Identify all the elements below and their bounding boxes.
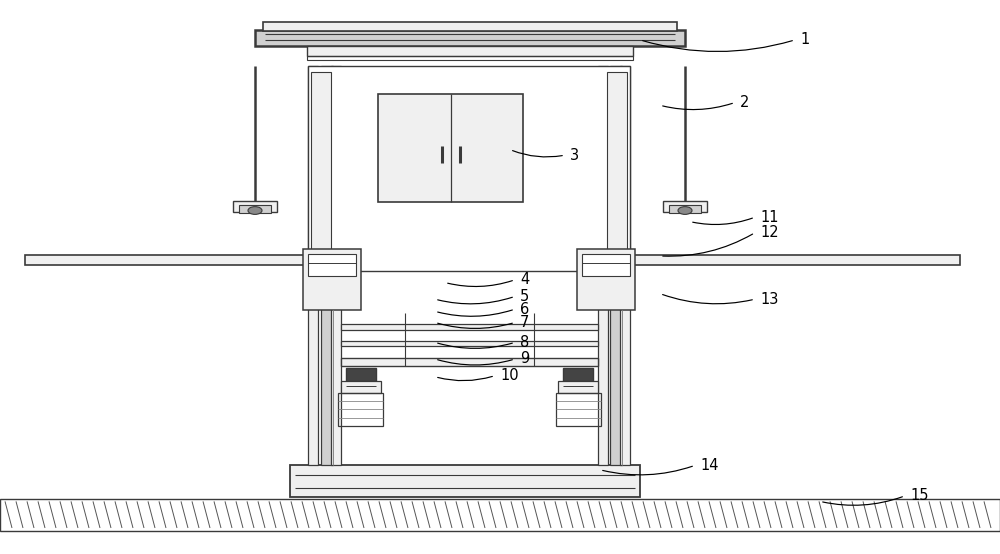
Bar bbox=[558, 381, 598, 393]
Bar bbox=[341, 381, 381, 393]
Text: 3: 3 bbox=[570, 147, 579, 163]
Bar bbox=[663, 201, 707, 212]
Bar bbox=[331, 66, 341, 465]
Text: 7: 7 bbox=[520, 315, 529, 330]
Bar bbox=[308, 66, 318, 465]
Bar bbox=[607, 72, 627, 269]
Circle shape bbox=[678, 207, 692, 214]
Bar bbox=[378, 94, 523, 202]
Text: 2: 2 bbox=[740, 95, 749, 110]
Text: 6: 6 bbox=[520, 301, 529, 317]
Bar bbox=[311, 72, 331, 269]
Bar bbox=[630, 255, 960, 265]
Bar bbox=[233, 201, 277, 212]
Bar bbox=[556, 393, 601, 426]
Bar bbox=[577, 249, 635, 310]
Bar bbox=[341, 358, 598, 366]
Text: 5: 5 bbox=[520, 289, 529, 304]
Text: 1: 1 bbox=[800, 32, 809, 48]
Bar bbox=[598, 66, 608, 465]
Bar bbox=[290, 465, 640, 497]
Bar bbox=[582, 254, 630, 276]
Bar bbox=[255, 30, 685, 46]
Text: 8: 8 bbox=[520, 335, 529, 350]
Bar bbox=[308, 66, 630, 271]
Text: 11: 11 bbox=[760, 209, 778, 225]
Text: 10: 10 bbox=[500, 368, 519, 383]
Bar bbox=[263, 22, 677, 31]
Text: 4: 4 bbox=[520, 272, 529, 288]
Text: 14: 14 bbox=[700, 458, 718, 473]
Bar bbox=[239, 205, 271, 213]
Bar bbox=[341, 324, 598, 330]
Bar bbox=[338, 393, 383, 426]
Text: 12: 12 bbox=[760, 225, 779, 240]
Bar bbox=[341, 341, 598, 346]
Bar bbox=[610, 66, 622, 465]
Circle shape bbox=[248, 207, 262, 214]
Bar bbox=[620, 66, 630, 465]
Bar bbox=[669, 205, 701, 213]
Bar bbox=[0, 499, 1000, 531]
Bar bbox=[303, 249, 361, 310]
Bar bbox=[321, 66, 333, 465]
Bar bbox=[307, 46, 633, 56]
Bar bbox=[307, 56, 633, 60]
Bar bbox=[308, 254, 356, 276]
Bar bbox=[563, 368, 593, 381]
Bar bbox=[346, 368, 376, 381]
Text: 9: 9 bbox=[520, 351, 529, 367]
Text: 15: 15 bbox=[910, 488, 928, 504]
Bar bbox=[25, 255, 308, 265]
Text: 13: 13 bbox=[760, 291, 778, 307]
